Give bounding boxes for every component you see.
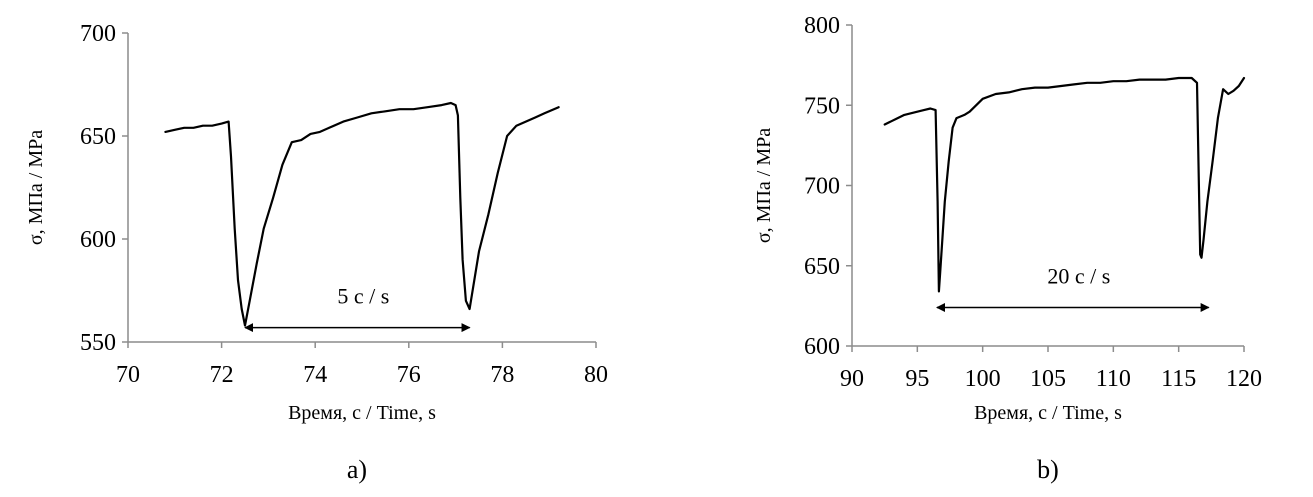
x-axis-title-b: Время, с / Time, s xyxy=(974,402,1122,424)
x-tick-label-a: 78 xyxy=(490,362,514,388)
y-tick-label-b: 800 xyxy=(804,13,840,39)
y-tick-label-b: 600 xyxy=(804,334,840,360)
panel-label-a: a) xyxy=(347,455,367,484)
x-tick-label-b: 95 xyxy=(905,366,929,392)
chart-panel-a: 550 600 650 700 70 72 74 76 78 80 Время, с / Time,… xyxy=(25,21,608,424)
period-label-a: 5 с / s xyxy=(337,284,389,309)
period-label-b: 20 с / s xyxy=(1047,263,1110,288)
chart-panel-b: 600 650 700 750 800 90 95 100 105 110 115 120 Время,… xyxy=(753,13,1262,424)
y-axis-title-b: σ, МПа / МРа xyxy=(753,128,775,243)
x-tick-label-b: 100 xyxy=(965,366,1001,392)
x-tick-label-b: 120 xyxy=(1226,366,1262,392)
y-tick-label-a: 700 xyxy=(80,21,116,47)
x-tick-label-a: 80 xyxy=(584,362,608,388)
y-tick-label-a: 600 xyxy=(80,227,116,253)
series-line-a xyxy=(164,101,560,327)
series-line-b xyxy=(883,76,1246,293)
y-tick-label-b: 700 xyxy=(804,174,840,200)
y-tick-label-b: 750 xyxy=(804,93,840,119)
y-tick-label-b: 650 xyxy=(804,254,840,280)
y-tick-label-a: 650 xyxy=(80,124,116,150)
x-tick-label-b: 105 xyxy=(1030,366,1066,392)
y-axis-title-a: σ, МПа / MPa xyxy=(25,130,47,245)
x-tick-label-a: 76 xyxy=(397,362,421,388)
x-tick-label-a: 70 xyxy=(116,362,140,388)
y-tick-label-a: 550 xyxy=(80,330,116,356)
x-tick-label-b: 90 xyxy=(840,366,864,392)
x-tick-label-b: 115 xyxy=(1161,366,1196,392)
x-axis-title-a: Время, с / Time, s xyxy=(288,402,436,424)
panel-label-b: b) xyxy=(1037,455,1059,484)
x-tick-label-b: 110 xyxy=(1096,366,1131,392)
x-tick-label-a: 74 xyxy=(303,362,327,388)
x-tick-label-a: 72 xyxy=(210,362,234,388)
